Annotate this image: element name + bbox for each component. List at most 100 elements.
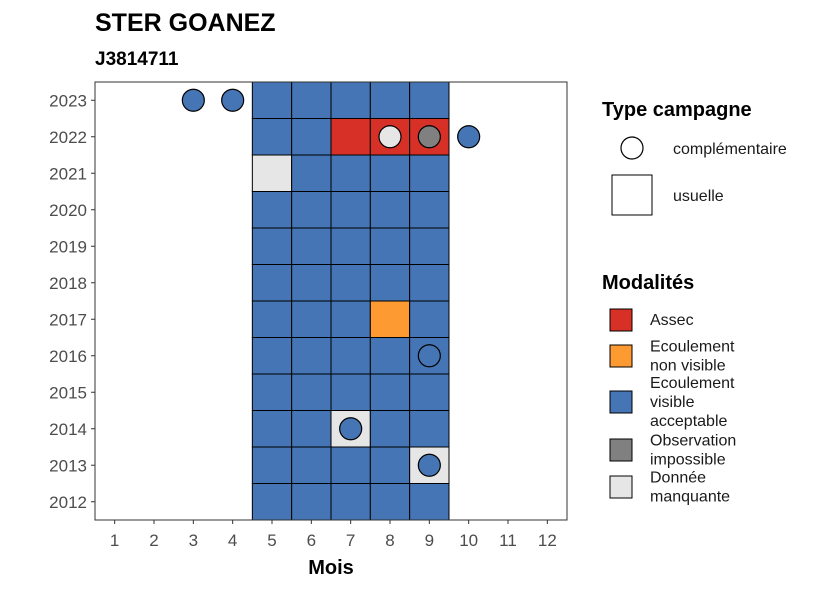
point-2022-10 <box>458 126 480 148</box>
cell-2022-7 <box>331 119 370 156</box>
cell-2014-9 <box>410 411 449 448</box>
x-tick-label: 10 <box>459 531 478 550</box>
cell-2023-9 <box>410 82 449 119</box>
cell-2012-6 <box>292 484 331 521</box>
cell-2020-9 <box>410 192 449 229</box>
cell-2016-7 <box>331 338 370 375</box>
x-tick-label: 12 <box>538 531 557 550</box>
cell-2020-7 <box>331 192 370 229</box>
cell-2013-8 <box>370 447 409 484</box>
point-2016-9 <box>418 345 440 367</box>
cell-2018-7 <box>331 265 370 302</box>
cell-2015-6 <box>292 374 331 411</box>
cell-2021-6 <box>292 155 331 192</box>
cell-2022-5 <box>252 119 291 156</box>
cell-2020-5 <box>252 192 291 229</box>
cell-2019-9 <box>410 228 449 265</box>
legend-label-observation_impossible: Observation impossible <box>650 433 736 469</box>
x-axis-title: Mois <box>308 557 354 579</box>
cell-2023-5 <box>252 82 291 119</box>
cell-2021-7 <box>331 155 370 192</box>
cell-2012-9 <box>410 484 449 521</box>
cell-2018-8 <box>370 265 409 302</box>
cell-2015-5 <box>252 374 291 411</box>
y-tick-label: 2017 <box>49 310 87 329</box>
cell-2017-6 <box>292 301 331 338</box>
cell-2014-5 <box>252 411 291 448</box>
legend-label-assec: Assec <box>650 312 694 329</box>
x-tick-label: 5 <box>267 531 276 550</box>
x-tick-label: 9 <box>425 531 434 550</box>
x-tick-label: 8 <box>385 531 394 550</box>
cell-2014-8 <box>370 411 409 448</box>
cell-2017-9 <box>410 301 449 338</box>
legend-key-ecoulement_visible <box>610 391 632 413</box>
legend-key-donnee_manquante <box>610 476 632 498</box>
y-tick-label: 2013 <box>49 456 87 475</box>
legend-circle-key <box>621 137 643 159</box>
cell-2021-5 <box>252 155 291 192</box>
cell-2023-7 <box>331 82 370 119</box>
point-2023-4 <box>222 89 244 111</box>
legend-type-title: Type campagne <box>602 99 752 121</box>
y-tick-label: 2023 <box>49 91 87 110</box>
cell-2022-6 <box>292 119 331 156</box>
legend-square-key <box>612 175 652 215</box>
legend-label-ecoulement_visible: Ecoulement visible acceptable <box>650 375 735 430</box>
legend-modalites-title: Modalités <box>602 272 694 294</box>
legend-key-ecoulement_non_visible <box>610 345 632 367</box>
y-tick-label: 2022 <box>49 128 87 147</box>
y-tick-label: 2016 <box>49 347 87 366</box>
cell-2021-8 <box>370 155 409 192</box>
x-tick-label: 3 <box>189 531 198 550</box>
legend-type-campagne: Type campagne complémentaireusuelle <box>602 99 787 215</box>
cell-2013-6 <box>292 447 331 484</box>
chart-title: STER GOANEZ <box>95 9 276 37</box>
usuelle-cells <box>252 82 449 520</box>
cell-2018-9 <box>410 265 449 302</box>
y-tick-label: 2014 <box>49 420 87 439</box>
cell-2013-5 <box>252 447 291 484</box>
y-tick-label: 2020 <box>49 201 87 220</box>
cell-2012-7 <box>331 484 370 521</box>
cell-2016-5 <box>252 338 291 375</box>
cell-2018-6 <box>292 265 331 302</box>
cell-2019-8 <box>370 228 409 265</box>
cell-2021-9 <box>410 155 449 192</box>
y-axis: 2023 2022 2021 2020 2019 2018 2017 2016 2015 2014… <box>49 91 95 512</box>
cell-2016-6 <box>292 338 331 375</box>
x-tick-label: 7 <box>346 531 355 550</box>
cell-2020-6 <box>292 192 331 229</box>
x-axis: 1 2 3 4 5 6 7 8 9 10 11 12 <box>110 520 557 550</box>
cell-2012-5 <box>252 484 291 521</box>
cell-2019-6 <box>292 228 331 265</box>
cell-2014-6 <box>292 411 331 448</box>
y-tick-label: 2018 <box>49 274 87 293</box>
cell-2015-9 <box>410 374 449 411</box>
legend-label-ecoulement_non_visible: Ecoulement non visible <box>650 339 735 375</box>
legend-modalites: Modalités Assec Ecoulement non visibleEcou… <box>602 272 736 506</box>
y-tick-label: 2019 <box>49 237 87 256</box>
cell-2017-7 <box>331 301 370 338</box>
chart-subtitle: J3814711 <box>95 49 179 70</box>
point-2022-9 <box>418 126 440 148</box>
cell-2016-8 <box>370 338 409 375</box>
cell-2019-7 <box>331 228 370 265</box>
cell-2019-5 <box>252 228 291 265</box>
cell-2018-5 <box>252 265 291 302</box>
x-tick-label: 1 <box>110 531 119 550</box>
y-tick-label: 2015 <box>49 383 87 402</box>
legend-type-label: usuelle <box>673 188 724 205</box>
point-2013-9 <box>418 454 440 476</box>
cell-2017-5 <box>252 301 291 338</box>
legend-key-observation_impossible <box>610 439 632 461</box>
cell-2015-7 <box>331 374 370 411</box>
point-2022-8 <box>379 126 401 148</box>
y-tick-label: 2021 <box>49 164 87 183</box>
point-2014-7 <box>340 418 362 440</box>
y-tick-label: 2012 <box>49 493 87 512</box>
cell-2013-7 <box>331 447 370 484</box>
cell-2023-6 <box>292 82 331 119</box>
cell-2020-8 <box>370 192 409 229</box>
